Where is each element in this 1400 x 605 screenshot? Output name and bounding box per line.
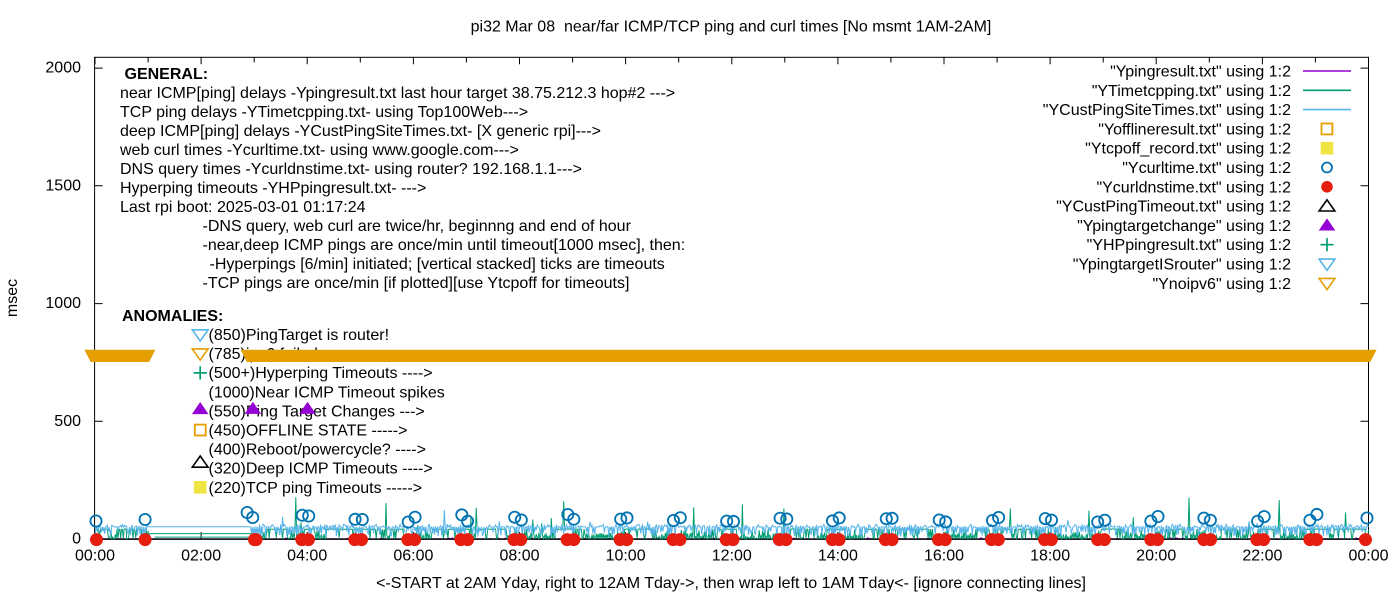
svg-text:"Ycurltime.txt" using 1:2: "Ycurltime.txt" using 1:2 (1122, 160, 1291, 177)
svg-text:-near,deep ICMP pings are once: -near,deep ICMP pings are once/min until… (203, 237, 686, 254)
svg-text:Hyperping timeouts -YHPpingres: Hyperping timeouts -YHPpingresult.txt- -… (120, 180, 426, 197)
svg-text:00:00: 00:00 (1348, 548, 1388, 565)
svg-text:500: 500 (54, 413, 81, 430)
svg-text:02:00: 02:00 (181, 548, 221, 565)
svg-text:DNS query times -Ycurldnstime.: DNS query times -Ycurldnstime.txt- using… (120, 161, 582, 178)
svg-text:"Ycurldnstime.txt" using 1:2: "Ycurldnstime.txt" using 1:2 (1096, 179, 1291, 196)
svg-text:"Ynoipv6" using 1:2: "Ynoipv6" using 1:2 (1152, 276, 1291, 293)
svg-text:10:00: 10:00 (606, 548, 646, 565)
svg-text:(320)Deep ICMP Timeouts ---->: (320)Deep ICMP Timeouts ----> (209, 461, 433, 478)
svg-text:(850)PingTarget is router!: (850)PingTarget is router! (209, 327, 390, 344)
svg-text:web curl times -Ycurltime.txt-: web curl times -Ycurltime.txt- using www… (119, 142, 519, 159)
svg-text:(220)TCP ping Timeouts ----->: (220)TCP ping Timeouts -----> (209, 480, 423, 497)
svg-text:"YHPpingresult.txt" using 1:2: "YHPpingresult.txt" using 1:2 (1087, 237, 1291, 254)
svg-text:1500: 1500 (45, 177, 81, 194)
svg-text:"Ypingtargetchange" using 1:2: "Ypingtargetchange" using 1:2 (1077, 218, 1291, 235)
svg-text:pi32 Mar 08 near/far ICMP/TCP: pi32 Mar 08 near/far ICMP/TCP ping and c… (471, 19, 992, 36)
svg-text:"YCustPingSiteTimes.txt" using: "YCustPingSiteTimes.txt" using 1:2 (1043, 102, 1291, 119)
svg-text:"YCustPingTimeout.txt" using 1: "YCustPingTimeout.txt" using 1:2 (1056, 199, 1291, 216)
svg-text:22:00: 22:00 (1242, 548, 1282, 565)
svg-text:-DNS query, web curl are twice: -DNS query, web curl are twice/hr, begin… (203, 218, 632, 235)
svg-text:Last rpi boot: 2025-03-01 01:1: Last rpi boot: 2025-03-01 01:17:24 (120, 199, 366, 216)
svg-text:18:00: 18:00 (1030, 548, 1070, 565)
svg-text:04:00: 04:00 (287, 548, 327, 565)
svg-text:(550)Ping Target Changes --->: (550)Ping Target Changes ---> (209, 403, 425, 420)
svg-text:ANOMALIES:: ANOMALIES: (122, 308, 223, 325)
svg-text:"YTimetcpping.txt" using 1:2: "YTimetcpping.txt" using 1:2 (1092, 83, 1291, 100)
svg-text:(400)Reboot/powercycle? ---->: (400)Reboot/powercycle? ----> (209, 442, 426, 459)
svg-text:"Ypingresult.txt" using 1:2: "Ypingresult.txt" using 1:2 (1110, 64, 1291, 81)
svg-text:deep ICMP[ping] delays -YCustP: deep ICMP[ping] delays -YCustPingSiteTim… (120, 123, 601, 140)
svg-text:(1000)Near ICMP Timeout spikes: (1000)Near ICMP Timeout spikes (209, 384, 445, 401)
svg-text:(450)OFFLINE STATE ----->: (450)OFFLINE STATE -----> (209, 423, 408, 440)
svg-text:msec: msec (4, 279, 21, 317)
svg-text:-Hyperpings [6/min] initiated;: -Hyperpings [6/min] initiated; [vertical… (210, 256, 665, 273)
svg-text:GENERAL:: GENERAL: (125, 66, 209, 83)
svg-text:00:00: 00:00 (75, 548, 115, 565)
svg-text:14:00: 14:00 (818, 548, 858, 565)
svg-text:near ICMP[ping] delays -Ypingr: near ICMP[ping] delays -Ypingresult.txt … (120, 85, 675, 102)
svg-text:12:00: 12:00 (712, 548, 752, 565)
svg-text:16:00: 16:00 (924, 548, 964, 565)
svg-text:"Ytcpoff_record.txt" using 1:2: "Ytcpoff_record.txt" using 1:2 (1085, 141, 1291, 158)
svg-text:08:00: 08:00 (499, 548, 539, 565)
svg-text:"YpingtargetISrouter" using 1:: "YpingtargetISrouter" using 1:2 (1073, 257, 1291, 274)
svg-text:<-START at 2AM Yday, right to: <-START at 2AM Yday, right to 12AM Tday-… (376, 575, 1086, 592)
svg-text:1000: 1000 (45, 295, 81, 312)
svg-text:(500+)Hyperping Timeouts ---->: (500+)Hyperping Timeouts ----> (209, 365, 433, 382)
svg-text:TCP ping delays -YTimetcpping.: TCP ping delays -YTimetcpping.txt- using… (120, 104, 528, 121)
svg-text:2000: 2000 (45, 60, 81, 77)
svg-text:20:00: 20:00 (1136, 548, 1176, 565)
svg-text:"Yofflineresult.txt" using 1:2: "Yofflineresult.txt" using 1:2 (1098, 121, 1291, 138)
svg-text:06:00: 06:00 (393, 548, 433, 565)
svg-text:-TCP pings are once/min [if pl: -TCP pings are once/min [if plotted][use… (203, 275, 630, 292)
svg-text:0: 0 (72, 531, 81, 548)
